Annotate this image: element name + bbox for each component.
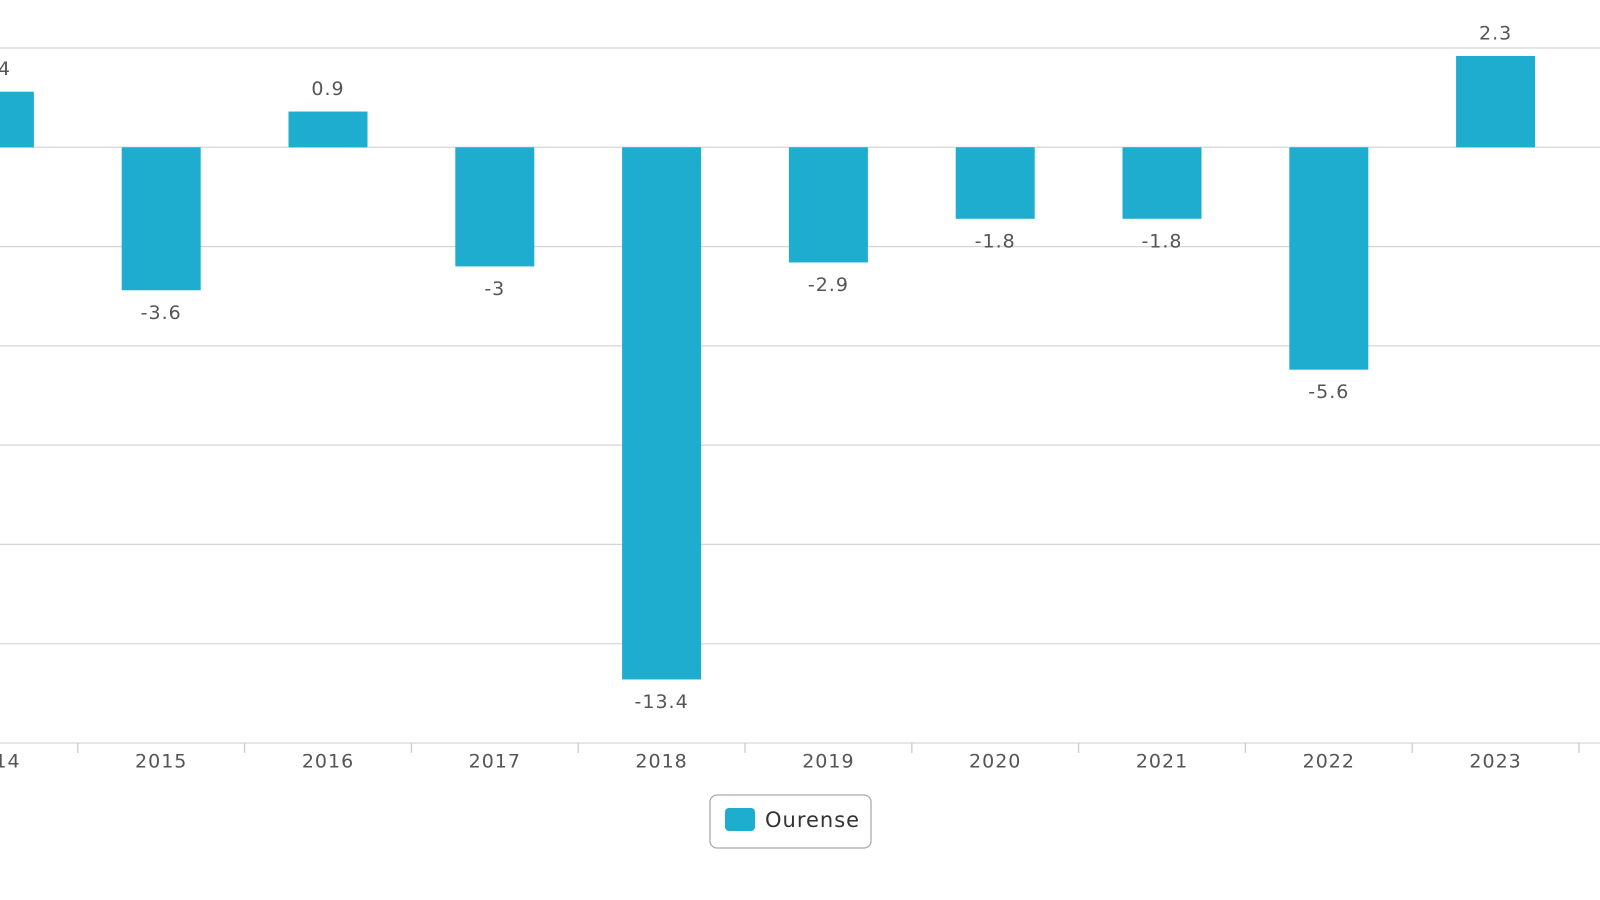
bar bbox=[1456, 55, 1536, 148]
x-tick-label: 2018 bbox=[635, 751, 687, 773]
x-tick-label: 2016 bbox=[302, 751, 354, 773]
x-tick-label: 2019 bbox=[802, 751, 854, 773]
bar bbox=[0, 91, 34, 148]
value-label: -1.8 bbox=[975, 230, 1016, 252]
bar bbox=[1289, 147, 1369, 370]
x-tick-label: 2014 bbox=[0, 751, 21, 773]
bar bbox=[1122, 147, 1202, 219]
value-label: 0.9 bbox=[311, 78, 344, 100]
bar bbox=[788, 147, 868, 263]
value-label: -1.8 bbox=[1141, 230, 1182, 252]
value-label: -13.4 bbox=[635, 691, 689, 713]
legend-swatch bbox=[725, 808, 755, 831]
value-label: 1.4 bbox=[0, 58, 11, 80]
value-label: -3.6 bbox=[141, 302, 182, 324]
x-tick-label: 2020 bbox=[969, 751, 1021, 773]
value-label: -3 bbox=[484, 278, 505, 300]
x-tick-label: 2015 bbox=[135, 751, 187, 773]
bar bbox=[121, 147, 201, 291]
value-label: -5.6 bbox=[1308, 381, 1349, 403]
legend-label: Ourense bbox=[765, 808, 860, 832]
value-label: 2.3 bbox=[1479, 22, 1512, 44]
bar bbox=[288, 111, 368, 148]
x-tick-label: 2021 bbox=[1136, 751, 1188, 773]
x-tick-label: 2023 bbox=[1469, 751, 1521, 773]
bar bbox=[955, 147, 1035, 219]
value-label: -2.9 bbox=[808, 274, 849, 296]
x-tick-label: 2022 bbox=[1303, 751, 1355, 773]
bar bbox=[455, 147, 535, 267]
bar bbox=[622, 147, 702, 680]
x-tick-label: 2017 bbox=[469, 751, 521, 773]
